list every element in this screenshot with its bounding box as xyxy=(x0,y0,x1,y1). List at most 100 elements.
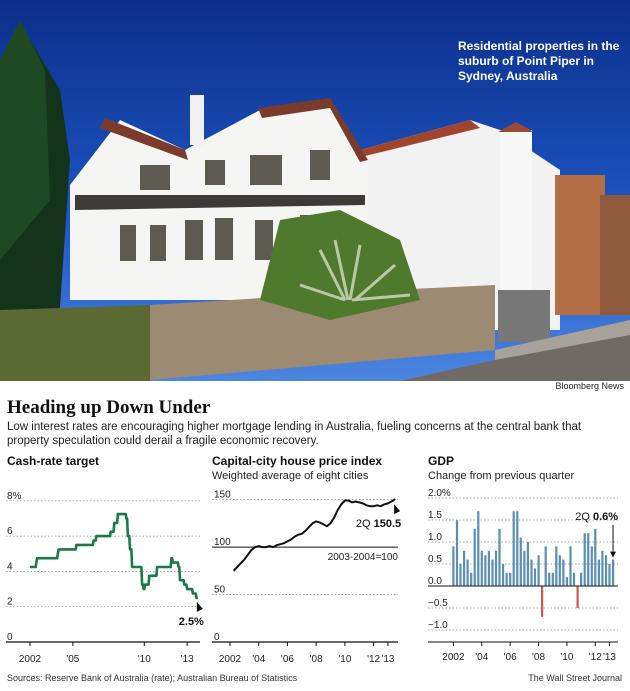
gdp-bar xyxy=(572,572,576,586)
x-tick-label: '12 xyxy=(589,652,602,663)
gdp-bar xyxy=(505,572,508,586)
source-note: Sources: Reserve Bank of Australia (rate… xyxy=(7,673,298,683)
y-tick-label: 4 xyxy=(7,561,13,572)
gdp-bar xyxy=(594,528,597,586)
photo-caption: Residential properties in the suburb of … xyxy=(458,39,620,83)
y-tick-label: −1.0 xyxy=(428,620,448,631)
gdp-bar xyxy=(612,559,615,586)
pointer-arrow xyxy=(610,551,617,558)
gdp-bar xyxy=(587,533,590,586)
gdp-bar xyxy=(509,572,512,586)
photo-point-piper xyxy=(0,0,630,381)
gdp-bar xyxy=(548,572,551,586)
gdp-bar xyxy=(555,546,558,586)
x-tick-label: '13 xyxy=(381,654,394,665)
gdp-bar xyxy=(526,542,529,586)
gdp-bar xyxy=(601,550,604,586)
gdp-bar xyxy=(519,537,522,586)
gdp-bar xyxy=(530,559,533,586)
chart-house-price: 150 100 50 0 2002 '04 '06 '08 '10 '12'13 2003-2004… xyxy=(208,480,420,670)
x-tick-label: '13 xyxy=(603,652,616,663)
headline: Heading up Down Under xyxy=(7,397,211,418)
end-value-label: 2Q 0.6% xyxy=(575,511,618,523)
y-tick-label: 150 xyxy=(214,490,231,501)
x-tick-label: '08 xyxy=(310,654,323,665)
y-tick-label: 2.0% xyxy=(428,488,451,499)
chart-cash-rate: 8% 6 4 2 0 2002 '05 '10 '13 2.5% xyxy=(0,480,205,670)
y-tick-label: 6 xyxy=(7,526,13,537)
gdp-bar xyxy=(512,511,515,586)
end-marker xyxy=(394,504,401,515)
x-tick-label: 2002 xyxy=(19,654,42,665)
gdp-bar xyxy=(569,546,572,586)
x-tick-label: '10 xyxy=(138,654,151,665)
gdp-bar xyxy=(480,550,483,586)
chart-subtitle-gdp: Change from previous quarter xyxy=(428,470,575,482)
gdp-bar xyxy=(498,528,501,586)
y-tick-label: 2 xyxy=(7,597,13,608)
gdp-bar xyxy=(487,550,490,586)
gdp-bar xyxy=(562,559,565,586)
gdp-bar xyxy=(502,564,505,586)
gdp-bar xyxy=(558,555,561,586)
chart-title-cash-rate: Cash-rate target xyxy=(7,454,100,468)
gdp-bar xyxy=(580,572,583,586)
gdp-bar xyxy=(533,568,537,586)
gdp-bar xyxy=(491,559,494,586)
gdp-bar xyxy=(473,528,476,586)
x-tick-label: 2002 xyxy=(219,654,242,665)
gdp-bar xyxy=(565,577,568,586)
end-marker xyxy=(196,601,203,612)
x-tick-label: '12 xyxy=(367,654,380,665)
x-tick-label: '06 xyxy=(281,654,294,665)
chart-gdp: 2.0% 1.5 1.0 0.5 0.0 −0.5 −1.0 2002 '04 '06 '08 '10… xyxy=(422,480,630,670)
y-tick-label: 0 xyxy=(7,632,13,643)
gdp-bar xyxy=(551,572,554,586)
x-tick-label: '10 xyxy=(560,652,573,663)
y-tick-label: 0.0 xyxy=(428,576,442,587)
y-tick-label: 0 xyxy=(214,632,220,643)
gdp-bar xyxy=(452,546,455,586)
x-tick-label: '04 xyxy=(252,654,265,665)
photo-credit: Bloomberg News xyxy=(555,381,624,391)
series-line-cash-rate xyxy=(30,512,198,600)
gdp-bar xyxy=(463,550,466,586)
y-tick-label: 0.5 xyxy=(428,554,442,565)
publisher-credit: The Wall Street Journal xyxy=(528,673,622,683)
y-tick-label: 8% xyxy=(7,491,22,502)
y-tick-label: 50 xyxy=(214,585,226,596)
gdp-bar xyxy=(459,564,462,586)
x-tick-label: '05 xyxy=(66,654,79,665)
gdp-bar xyxy=(608,564,611,586)
gdp-bar xyxy=(583,533,586,586)
gdp-bar xyxy=(544,546,547,586)
x-tick-label: '06 xyxy=(504,652,517,663)
reference-label: 2003-2004=100 xyxy=(328,552,399,563)
end-value-label: 2.5% xyxy=(179,616,204,628)
x-tick-label: 2002 xyxy=(442,652,465,663)
gdp-bar xyxy=(597,559,600,586)
gdp-bar xyxy=(455,520,459,586)
x-tick-label: '10 xyxy=(338,654,351,665)
y-tick-label: 1.5 xyxy=(428,510,442,521)
gdp-bar xyxy=(541,586,544,617)
chart-title-house-price: Capital-city house price index xyxy=(212,454,383,468)
dek: Low interest rates are encouraging highe… xyxy=(7,421,582,447)
chart-subtitle-house-price: Weighted average of eight cities xyxy=(212,470,369,482)
x-tick-label: '04 xyxy=(475,652,488,663)
gdp-bar xyxy=(516,511,519,586)
chart-title-gdp: GDP xyxy=(428,454,455,468)
y-tick-label: 100 xyxy=(214,537,231,548)
gdp-bar xyxy=(590,546,593,586)
x-tick-label: '08 xyxy=(532,652,545,663)
gdp-bar xyxy=(537,555,540,586)
end-value-label: 2Q 150.5 xyxy=(356,518,401,530)
gdp-bar xyxy=(477,511,480,586)
y-tick-label: 1.0 xyxy=(428,532,442,543)
gdp-bar xyxy=(466,559,469,586)
gdp-bar xyxy=(604,555,608,586)
series-line-house-price xyxy=(232,498,396,572)
gdp-bar xyxy=(494,550,498,586)
gdp-bar xyxy=(576,586,579,608)
gdp-bar xyxy=(523,550,526,586)
